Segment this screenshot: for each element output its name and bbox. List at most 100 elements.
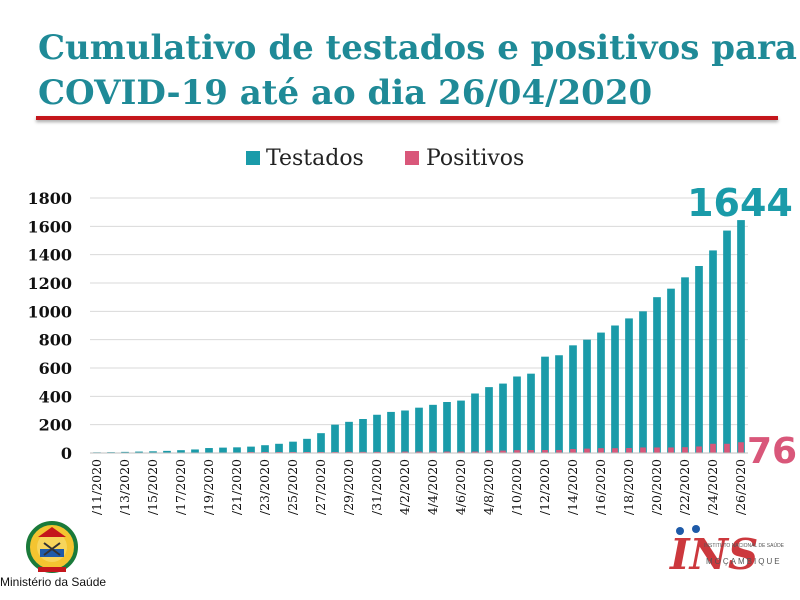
y-tick-label: 1800 [27, 189, 72, 208]
bar-testados [289, 441, 297, 453]
bar-positivos [514, 450, 520, 453]
bar-positivos [346, 451, 352, 453]
bar-positivos [472, 451, 478, 453]
bar-testados [135, 451, 143, 453]
bar-positivos [500, 450, 506, 453]
mozambique-emblem-icon [26, 521, 78, 573]
bar-testados [219, 447, 227, 453]
bar-testados [121, 451, 129, 453]
bar-positivos [402, 451, 408, 453]
y-tick-label: 1400 [27, 246, 72, 265]
bar-testados [723, 230, 731, 453]
y-tick-label: 800 [39, 331, 72, 350]
ins-logo-letters: INS [669, 530, 758, 579]
bar-positivos [486, 450, 492, 453]
bar-testados [233, 447, 241, 453]
ministry-label: Ministério da Saúde [0, 575, 107, 589]
x-tick-label: 4/4/2020 [425, 459, 440, 515]
x-tick-label: 4/14/2020 [565, 459, 580, 515]
bar-testados [317, 433, 325, 453]
bar-testados [177, 450, 185, 453]
x-tick-label: 4/2/2020 [397, 459, 412, 515]
x-tick-label: 4/20/2020 [649, 459, 664, 515]
bar-positivos [682, 447, 688, 453]
x-tick-label: 4/10/2020 [509, 459, 524, 515]
bar-testados [149, 451, 157, 453]
y-tick-label: 1000 [27, 302, 72, 321]
bar-positivos [598, 448, 604, 453]
bar-testados [303, 438, 311, 453]
x-tick-label: 3/27/2020 [313, 459, 328, 515]
bar-testados [499, 383, 507, 453]
bar-testados [583, 339, 591, 453]
bar-positivos [430, 451, 436, 453]
bar-testados [261, 445, 269, 453]
bar-positivos [444, 451, 450, 453]
bar-testados [331, 424, 339, 453]
bar-testados [401, 410, 409, 453]
bar-testados [205, 448, 213, 453]
bar-testados [695, 266, 703, 453]
bar-positivos [668, 447, 674, 453]
y-tick-label: 1600 [27, 217, 72, 236]
page-title: Cumulativo de testados e positivos para … [38, 26, 797, 116]
x-tick-label: 3/13/2020 [117, 459, 132, 515]
ministry-branding: Ministério da Saúde [0, 515, 120, 600]
bar-positivos [528, 450, 534, 453]
bar-positivos [696, 446, 702, 453]
x-tick-label: 4/22/2020 [677, 459, 692, 515]
institute-country: MOÇAMBIQUE [706, 557, 782, 566]
bar-testados [625, 318, 633, 453]
x-tick-label: 4/24/2020 [705, 459, 720, 515]
bar-testados [387, 411, 395, 453]
x-tick-label: 4/12/2020 [537, 459, 552, 515]
bar-positivos [542, 450, 548, 453]
bar-testados [485, 387, 493, 453]
bar-testados [513, 376, 521, 453]
bar-testados [429, 404, 437, 453]
bar-testados [653, 297, 661, 453]
x-tick-label: 3/25/2020 [285, 459, 300, 515]
bar-positivos [626, 448, 632, 453]
x-tick-label: 4/16/2020 [593, 459, 608, 515]
bar-testados [737, 220, 745, 453]
x-tick-label: 4/26/2020 [733, 459, 748, 515]
bar-testados [373, 414, 381, 453]
x-tick-label: 4/18/2020 [621, 459, 636, 515]
bar-positivos [360, 451, 366, 453]
bar-positivos [710, 443, 716, 453]
bar-positivos [374, 451, 380, 453]
x-tick-label: 3/31/2020 [369, 459, 384, 515]
bar-testados [555, 355, 563, 453]
bar-positivos [556, 450, 562, 453]
title-line-1: Cumulativo de testados e positivos para [38, 28, 797, 68]
bar-testados [191, 449, 199, 453]
bar-testados [597, 332, 605, 453]
bar-testados [443, 402, 451, 453]
annotation-testados-total: 1644 [687, 181, 793, 225]
title-divider [36, 116, 778, 120]
bar-positivos [640, 447, 646, 453]
legend-label-testados: Testados [266, 146, 364, 171]
x-tick-label: 4/6/2020 [453, 459, 468, 515]
bar-testados [345, 421, 353, 453]
legend-label-positivos: Positivos [426, 146, 524, 171]
bar-testados [667, 288, 675, 453]
x-tick-label: 4/8/2020 [481, 459, 496, 515]
y-tick-label: 400 [39, 387, 72, 406]
x-tick-label: 3/21/2020 [229, 459, 244, 515]
institute-name: INSTITUTO NACIONAL DE SAÚDE [704, 543, 785, 549]
x-tick-label: 3/17/2020 [173, 459, 188, 515]
bar-testados [163, 450, 171, 453]
bar-testados [569, 345, 577, 453]
bar-testados [359, 419, 367, 453]
ins-logo-icon: INS [669, 525, 758, 579]
annotations: 1644 76 [687, 181, 797, 472]
y-tick-label: 1200 [27, 274, 72, 293]
bar-testados [709, 250, 717, 453]
bar-testados [457, 400, 465, 453]
y-axis: 0 200 400 600 800 1000 1200 1400 1600 1800 [27, 189, 72, 463]
bar-testados [415, 407, 423, 453]
bar-positivos [584, 448, 590, 453]
annotation-positivos-total: 76 [747, 431, 797, 472]
